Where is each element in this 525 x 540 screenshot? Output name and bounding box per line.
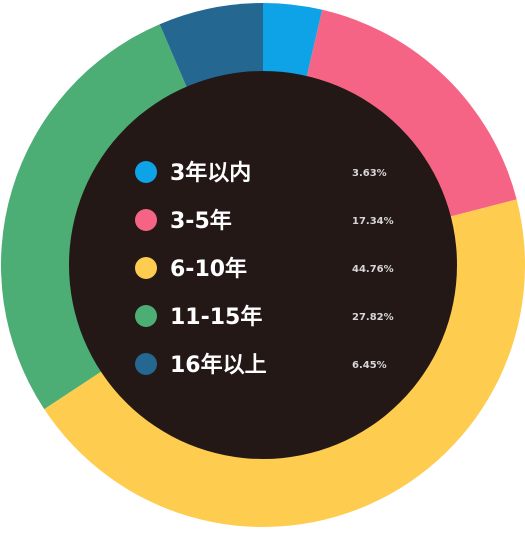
legend-item-5: 16年以上 6.45% <box>135 352 387 378</box>
legend-swatch <box>135 209 157 231</box>
legend-item-3: 6-10年 44.76% <box>135 256 394 282</box>
legend-value: 44.76% <box>352 264 394 275</box>
legend-swatch <box>135 257 157 279</box>
legend-value: 3.63% <box>352 168 387 179</box>
legend-label: 3-5年 <box>170 208 232 234</box>
legend-item-2: 3-5年 17.34% <box>135 208 394 234</box>
legend-swatch <box>135 305 157 327</box>
legend-swatch <box>135 161 157 183</box>
legend: 3年以内 3.63% 3-5年 17.34% 6-10年 44.76% 11-15年 27.8… <box>135 160 394 378</box>
legend-label: 3年以内 <box>170 160 251 186</box>
legend-value: 17.34% <box>352 216 394 227</box>
legend-value: 27.82% <box>352 312 394 323</box>
legend-item-4: 11-15年 27.82% <box>135 304 394 330</box>
legend-label: 16年以上 <box>170 352 267 378</box>
legend-value: 6.45% <box>352 360 387 371</box>
donut-center <box>69 71 457 459</box>
legend-swatch <box>135 353 157 375</box>
legend-item-1: 3年以内 3.63% <box>135 160 387 186</box>
legend-label: 11-15年 <box>170 304 262 330</box>
legend-label: 6-10年 <box>170 256 247 282</box>
